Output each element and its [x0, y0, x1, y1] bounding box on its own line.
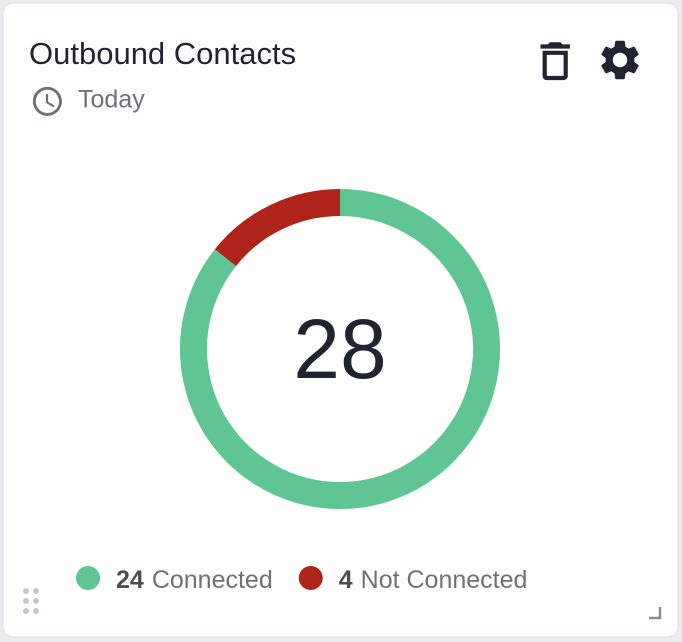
- legend-label: Not Connected: [361, 566, 528, 594]
- legend-swatch: [76, 566, 100, 590]
- clock-icon: [32, 86, 62, 116]
- legend-swatch: [298, 566, 323, 590]
- settings-button[interactable]: [601, 40, 639, 80]
- legend-value: 4: [339, 566, 353, 594]
- resize-handle[interactable]: [649, 607, 662, 620]
- legend-entry: 4 Not Connected: [339, 566, 528, 594]
- donut-segment: [214, 189, 341, 267]
- legend-label: Connected: [152, 566, 273, 594]
- donut-total: 28: [293, 302, 386, 396]
- drag-handle[interactable]: [23, 588, 39, 614]
- widget-subtitle: Today: [78, 86, 145, 114]
- donut-segment: [180, 189, 500, 509]
- widget-title: Outbound Contacts: [29, 36, 296, 71]
- legend-value: 24: [116, 566, 144, 594]
- delete-button[interactable]: [540, 42, 570, 81]
- legend-entry: 24 Connected: [116, 566, 273, 594]
